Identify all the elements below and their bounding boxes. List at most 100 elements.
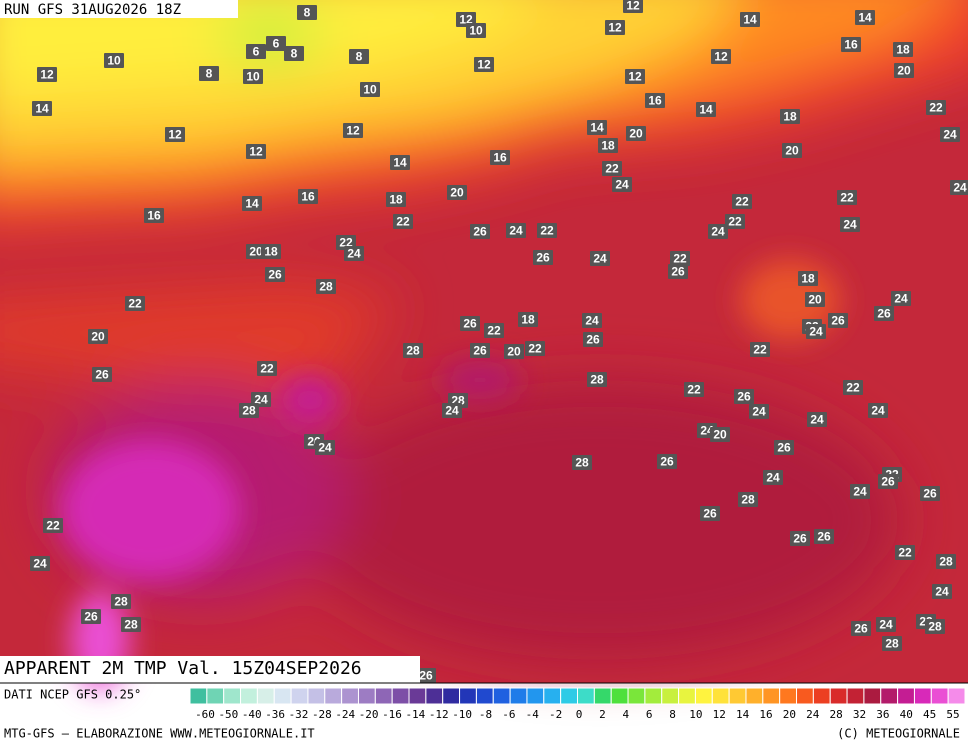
run-info: RUN GFS 31AUG2026 18Z [4,2,181,18]
temperature-label: 26 [463,317,477,331]
temperature-label: 24 [843,218,857,232]
temperature-label: 20 [450,186,464,200]
label-box [587,372,607,387]
temperature-label: 8 [206,67,213,81]
temperature-label: 18 [801,272,815,286]
temperature-label: 24 [766,471,780,485]
temperature-label: 26 [84,610,98,624]
temperature-label: 24 [879,618,893,632]
label-box [851,621,871,636]
colorbar-swatch [661,687,680,705]
colorbar-tick-label: 0 [576,708,583,721]
temperature-label: 26 [473,344,487,358]
temperature-label: 28 [124,618,138,632]
temperature-label: 14 [393,156,407,170]
temperature-label: 10 [469,24,483,38]
colorbar-swatch [863,687,882,705]
label-box [645,93,665,108]
temperature-label: 22 [487,324,501,338]
temperature-label: 16 [844,38,858,52]
label-box [390,155,410,170]
colorbar-tick-label: 20 [783,708,796,721]
label-box [950,180,968,195]
label-box [144,208,164,223]
label-box [265,267,285,282]
label-box [926,100,946,115]
data-source: DATI NCEP GFS 0.25° [4,688,141,702]
temperature-label: 22 [260,362,274,376]
label-box [246,144,266,159]
colorbar-swatch [913,687,932,705]
label-box [828,313,848,328]
temperature-label: 28 [939,555,953,569]
temperature-label: 10 [246,70,260,84]
colorbar-tick-label: -6 [502,708,515,721]
label-box [111,594,131,609]
label-box [257,361,277,376]
temperature-label: 20 [249,245,263,259]
temperature-label: 26 [817,530,831,544]
colorbar-swatch [930,687,949,705]
label-box [843,380,863,395]
label-box [878,474,898,489]
colorbar-tick-label: 2 [599,708,606,721]
temperature-label: 22 [540,224,554,238]
temperature-label: 20 [713,428,727,442]
colorbar: -60 -50 -40 -36 -32 -28 -24 -20 -16 -14 -12 -10 -8 -6… [189,687,966,721]
label-box [626,126,646,141]
label-box [470,343,490,358]
colorbar-tick-label: 24 [806,708,820,721]
temperature-label: 12 [249,145,263,159]
label-box [932,584,952,599]
colorbar-swatch [796,687,814,705]
label-box [590,251,610,266]
colorbar-swatch [324,687,343,705]
temperature-label: 22 [929,101,943,115]
label-box [92,367,112,382]
colorbar-tick-label: 32 [853,708,866,721]
label-box [81,609,101,624]
colorbar-swatch [189,687,208,705]
colorbar-swatch [290,687,309,705]
label-box [774,440,794,455]
temperature-label: 24 [894,292,908,306]
colorbar-swatch [526,687,545,705]
colorbar-swatch [357,687,376,705]
colorbar-swatch [880,687,899,705]
label-box [43,518,63,533]
temperature-label: 12 [477,58,491,72]
temperature-label: 28 [928,620,942,634]
label-box [750,342,770,357]
temperature-label: 24 [509,224,523,238]
colorbar-tick-label: 6 [646,708,653,721]
temperature-label: 24 [445,404,459,418]
colorbar-swatch [509,687,528,705]
colorbar-swatch [678,687,696,705]
temperature-label: 16 [147,209,161,223]
label-box [506,223,526,238]
colorbar-tick-label: -4 [526,708,540,721]
colorbar-swatch [240,687,258,705]
label-box [725,214,745,229]
label-box [125,296,145,311]
colorbar-swatch [829,687,848,705]
temperature-label: 26 [831,314,845,328]
colorbar-swatch [711,687,730,705]
temperature-label: 24 [318,441,332,455]
label-box [484,323,504,338]
label-box [460,316,480,331]
temperature-label: 26 [95,368,109,382]
label-box [936,554,956,569]
temperature-label: 12 [608,21,622,35]
colorbar-swatch [897,687,915,705]
temperature-label: 26 [536,251,550,265]
label-box [840,217,860,232]
label-box [657,454,677,469]
colorbar-swatch [728,687,747,705]
colorbar-tick-label: 12 [713,708,726,721]
colorbar-tick-label: 16 [759,708,772,721]
temperature-label: 28 [590,373,604,387]
colorbar-swatch [256,687,275,705]
label-box [266,36,286,51]
